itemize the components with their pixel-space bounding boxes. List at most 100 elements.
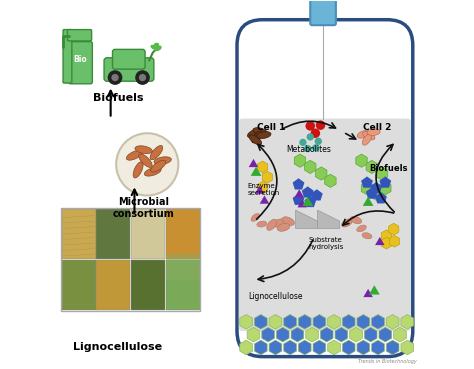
Polygon shape <box>382 230 392 242</box>
Polygon shape <box>294 189 304 197</box>
Polygon shape <box>363 197 374 206</box>
Polygon shape <box>386 340 399 355</box>
Ellipse shape <box>282 217 294 225</box>
Text: Lignocellulose: Lignocellulose <box>248 292 302 301</box>
Polygon shape <box>361 182 373 195</box>
Ellipse shape <box>363 132 375 140</box>
Bar <box>61 208 201 311</box>
Polygon shape <box>297 199 307 207</box>
Polygon shape <box>375 192 387 203</box>
Polygon shape <box>269 340 282 355</box>
Polygon shape <box>306 327 319 342</box>
Polygon shape <box>342 340 355 355</box>
Polygon shape <box>311 189 323 200</box>
Polygon shape <box>240 314 253 329</box>
Polygon shape <box>375 237 384 245</box>
Ellipse shape <box>150 45 156 49</box>
Ellipse shape <box>277 223 290 231</box>
Ellipse shape <box>350 216 362 224</box>
Polygon shape <box>276 327 289 342</box>
Polygon shape <box>389 223 399 235</box>
Polygon shape <box>372 340 384 355</box>
Polygon shape <box>247 327 260 342</box>
Ellipse shape <box>154 45 162 51</box>
Polygon shape <box>313 314 326 329</box>
Ellipse shape <box>252 131 263 143</box>
Text: Bio: Bio <box>73 55 87 65</box>
Ellipse shape <box>154 43 159 46</box>
FancyBboxPatch shape <box>104 58 154 81</box>
Polygon shape <box>350 327 362 342</box>
Ellipse shape <box>256 132 271 138</box>
Ellipse shape <box>257 221 267 227</box>
Text: Metabolites: Metabolites <box>286 145 331 154</box>
Polygon shape <box>284 314 296 329</box>
Polygon shape <box>342 314 355 329</box>
Polygon shape <box>255 314 267 329</box>
Ellipse shape <box>251 214 260 221</box>
Text: Trends in Biotechnology: Trends in Biotechnology <box>358 359 417 364</box>
Polygon shape <box>291 327 304 342</box>
Bar <box>166 255 200 280</box>
Bar <box>96 260 130 310</box>
Polygon shape <box>249 159 258 167</box>
Polygon shape <box>328 340 340 355</box>
Bar <box>166 260 200 310</box>
Ellipse shape <box>154 157 171 165</box>
Circle shape <box>307 133 314 141</box>
Polygon shape <box>379 176 391 188</box>
Circle shape <box>304 145 311 152</box>
Polygon shape <box>401 314 414 329</box>
Polygon shape <box>372 314 384 329</box>
FancyBboxPatch shape <box>67 30 91 41</box>
Polygon shape <box>320 327 333 342</box>
Polygon shape <box>262 171 273 183</box>
Circle shape <box>315 138 322 145</box>
Polygon shape <box>299 340 311 355</box>
Circle shape <box>310 128 320 138</box>
Polygon shape <box>316 167 327 180</box>
Ellipse shape <box>151 160 166 172</box>
Polygon shape <box>260 196 269 204</box>
Polygon shape <box>299 314 311 329</box>
Polygon shape <box>251 166 262 176</box>
Ellipse shape <box>273 219 285 227</box>
Polygon shape <box>393 327 406 342</box>
Circle shape <box>116 133 178 196</box>
Polygon shape <box>376 167 388 180</box>
Bar <box>96 209 130 259</box>
FancyBboxPatch shape <box>310 0 336 25</box>
Text: Microbial
consortium: Microbial consortium <box>113 197 174 219</box>
Polygon shape <box>284 340 296 355</box>
Circle shape <box>316 120 325 130</box>
Circle shape <box>108 70 122 85</box>
FancyBboxPatch shape <box>239 118 411 331</box>
Polygon shape <box>257 161 268 173</box>
Text: Biofuels: Biofuels <box>369 163 407 173</box>
Ellipse shape <box>267 219 277 230</box>
Polygon shape <box>357 340 370 355</box>
Polygon shape <box>294 154 306 167</box>
Bar <box>166 209 200 259</box>
Polygon shape <box>335 327 348 342</box>
Polygon shape <box>386 314 399 329</box>
FancyBboxPatch shape <box>63 30 72 83</box>
Polygon shape <box>255 186 264 194</box>
Text: Cell 2: Cell 2 <box>364 123 392 132</box>
Polygon shape <box>328 314 340 329</box>
Polygon shape <box>361 176 373 188</box>
Circle shape <box>111 74 118 81</box>
Polygon shape <box>302 186 314 197</box>
Polygon shape <box>318 210 339 228</box>
Polygon shape <box>296 210 318 228</box>
Polygon shape <box>304 196 316 207</box>
Polygon shape <box>313 340 326 355</box>
Polygon shape <box>292 194 304 205</box>
Polygon shape <box>371 187 382 200</box>
Polygon shape <box>366 160 377 173</box>
Bar <box>131 209 165 259</box>
Circle shape <box>139 74 146 81</box>
Ellipse shape <box>133 162 143 178</box>
Polygon shape <box>380 182 391 195</box>
Circle shape <box>305 121 315 131</box>
